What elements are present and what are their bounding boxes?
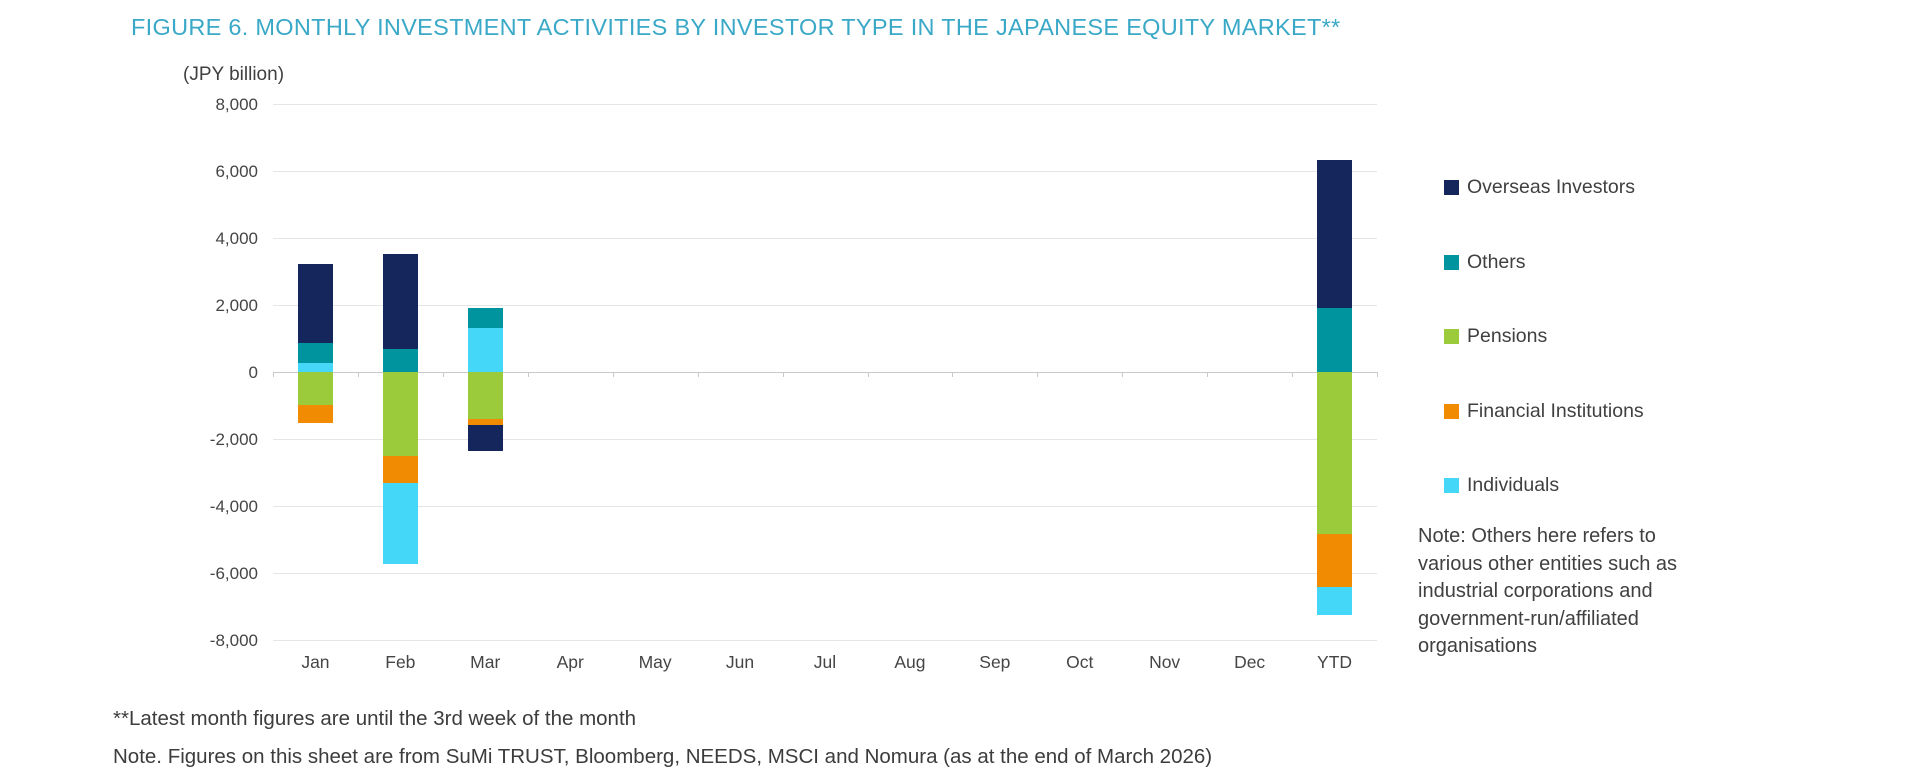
gridline-8000 bbox=[273, 104, 1377, 105]
gridline--4000 bbox=[273, 506, 1377, 507]
zero-axis-tick bbox=[1377, 372, 1378, 377]
gridline--8000 bbox=[273, 640, 1377, 641]
side-note-line-4: government-run/affiliated bbox=[1418, 607, 1639, 630]
x-tick-label-jul: Jul bbox=[813, 652, 837, 672]
y-tick-label--2000: -2,000 bbox=[209, 429, 258, 449]
zero-axis-tick bbox=[357, 372, 359, 377]
bar-feb-others bbox=[382, 349, 418, 372]
bar-mar-individuals bbox=[467, 327, 503, 372]
x-tick-label-ytd: YTD bbox=[1317, 652, 1353, 672]
legend-swatch-others bbox=[1444, 254, 1459, 270]
bar-ytd-individuals bbox=[1317, 586, 1352, 616]
legend-item-financial-institutions: Financial Institutions bbox=[1444, 400, 1644, 423]
x-tick-label-aug: Aug bbox=[894, 652, 926, 672]
x-tick-label-jan: Jan bbox=[301, 652, 330, 672]
legend-side-note: Note: Others here refers to various other… bbox=[1418, 523, 1718, 661]
zero-axis-tick bbox=[1207, 372, 1209, 377]
zero-axis-tick bbox=[442, 372, 444, 377]
side-note-line-5: organisations bbox=[1418, 635, 1537, 657]
chart-title: FIGURE 6. MONTHLY INVESTMENT ACTIVITIES … bbox=[131, 14, 1341, 40]
x-tick-label-oct: Oct bbox=[1066, 652, 1094, 672]
bar-mar-pensions bbox=[467, 372, 503, 419]
gridline-2000 bbox=[273, 305, 1377, 306]
y-tick-label--8000: -8,000 bbox=[209, 630, 258, 650]
zero-axis-tick bbox=[952, 372, 954, 377]
gridline-0 bbox=[273, 372, 1377, 373]
side-note-line-2: various other entities such as bbox=[1418, 552, 1678, 575]
zero-axis-tick bbox=[612, 372, 614, 377]
gridline-6000 bbox=[273, 171, 1377, 172]
bar-feb-individuals bbox=[382, 482, 418, 564]
zero-axis-tick bbox=[782, 372, 784, 377]
bar-ytd-overseas-investors bbox=[1317, 159, 1352, 309]
legend-label-individuals: Individuals bbox=[1467, 474, 1560, 496]
zero-axis-tick bbox=[1037, 372, 1039, 377]
legend-label-others: Others bbox=[1467, 250, 1526, 273]
legend-label-financial-institutions: Financial Institutions bbox=[1467, 399, 1644, 422]
x-tick-label-feb: Feb bbox=[385, 652, 416, 672]
legend-label-overseas-investors: Overseas Investors bbox=[1467, 176, 1635, 198]
legend-label-pensions: Pensions bbox=[1467, 325, 1548, 347]
y-tick-label-4000: 4,000 bbox=[215, 228, 258, 248]
bar-mar-financial-institutions bbox=[467, 418, 503, 425]
legend-swatch-pensions bbox=[1444, 329, 1459, 344]
legend-item-pensions: Pensions bbox=[1444, 325, 1547, 348]
legend-item-others: Others bbox=[1444, 251, 1526, 274]
bar-ytd-pensions bbox=[1317, 372, 1352, 534]
bar-jan-others bbox=[298, 342, 333, 363]
legend-swatch-overseas-investors bbox=[1444, 180, 1459, 195]
x-tick-label-nov: Nov bbox=[1149, 652, 1181, 672]
y-tick-label-2000: 2,000 bbox=[215, 295, 258, 315]
gridline--2000 bbox=[273, 439, 1377, 440]
gridline-4000 bbox=[273, 238, 1377, 239]
zero-axis-tick bbox=[697, 372, 699, 377]
y-axis-unit-label: (JPY billion) bbox=[183, 64, 285, 85]
bar-mar-others bbox=[467, 308, 503, 328]
zero-axis-tick bbox=[527, 372, 529, 377]
x-tick-label-may: May bbox=[638, 652, 672, 672]
legend-item-individuals: Individuals bbox=[1444, 474, 1559, 497]
zero-axis-tick bbox=[1292, 372, 1294, 377]
bar-mar-overseas-investors bbox=[467, 424, 503, 451]
bar-feb-pensions bbox=[382, 372, 418, 456]
y-tick-label-8000: 8,000 bbox=[215, 94, 258, 114]
footnote-latest-month: **Latest month figures are until the 3rd… bbox=[113, 707, 637, 730]
bar-ytd-others bbox=[1317, 308, 1352, 372]
x-tick-label-sep: Sep bbox=[979, 652, 1011, 672]
zero-axis-tick bbox=[867, 372, 869, 377]
footnote-sources: Note. Figures on this sheet are from SuM… bbox=[113, 745, 1213, 768]
side-note-line-3: industrial corporations and bbox=[1418, 580, 1653, 602]
y-tick-label-0: 0 bbox=[248, 362, 258, 382]
plot-area bbox=[273, 104, 1378, 641]
y-tick-label-6000: 6,000 bbox=[215, 161, 258, 181]
bar-jan-financial-institutions bbox=[298, 404, 333, 423]
bar-feb-financial-institutions bbox=[382, 455, 418, 483]
legend-item-overseas-investors: Overseas Investors bbox=[1444, 176, 1635, 199]
x-tick-label-jun: Jun bbox=[725, 652, 755, 672]
bar-jan-overseas-investors bbox=[298, 264, 333, 343]
bar-jan-pensions bbox=[298, 372, 333, 405]
bar-feb-overseas-investors bbox=[382, 254, 418, 350]
y-tick-label--6000: -6,000 bbox=[209, 563, 258, 583]
side-note-line-1: Note: Others here refers to bbox=[1418, 525, 1656, 547]
zero-axis-tick bbox=[273, 372, 274, 377]
x-tick-label-dec: Dec bbox=[1234, 652, 1266, 672]
bar-jan-individuals bbox=[298, 363, 333, 372]
legend-swatch-financial-institutions bbox=[1444, 403, 1459, 419]
x-tick-label-apr: Apr bbox=[556, 652, 584, 672]
legend-swatch-individuals bbox=[1444, 478, 1459, 493]
y-tick-label--4000: -4,000 bbox=[209, 496, 258, 516]
x-tick-label-mar: Mar bbox=[470, 652, 501, 672]
bar-ytd-financial-institutions bbox=[1317, 533, 1352, 587]
zero-axis-tick bbox=[1122, 372, 1124, 377]
gridline--6000 bbox=[273, 573, 1377, 574]
